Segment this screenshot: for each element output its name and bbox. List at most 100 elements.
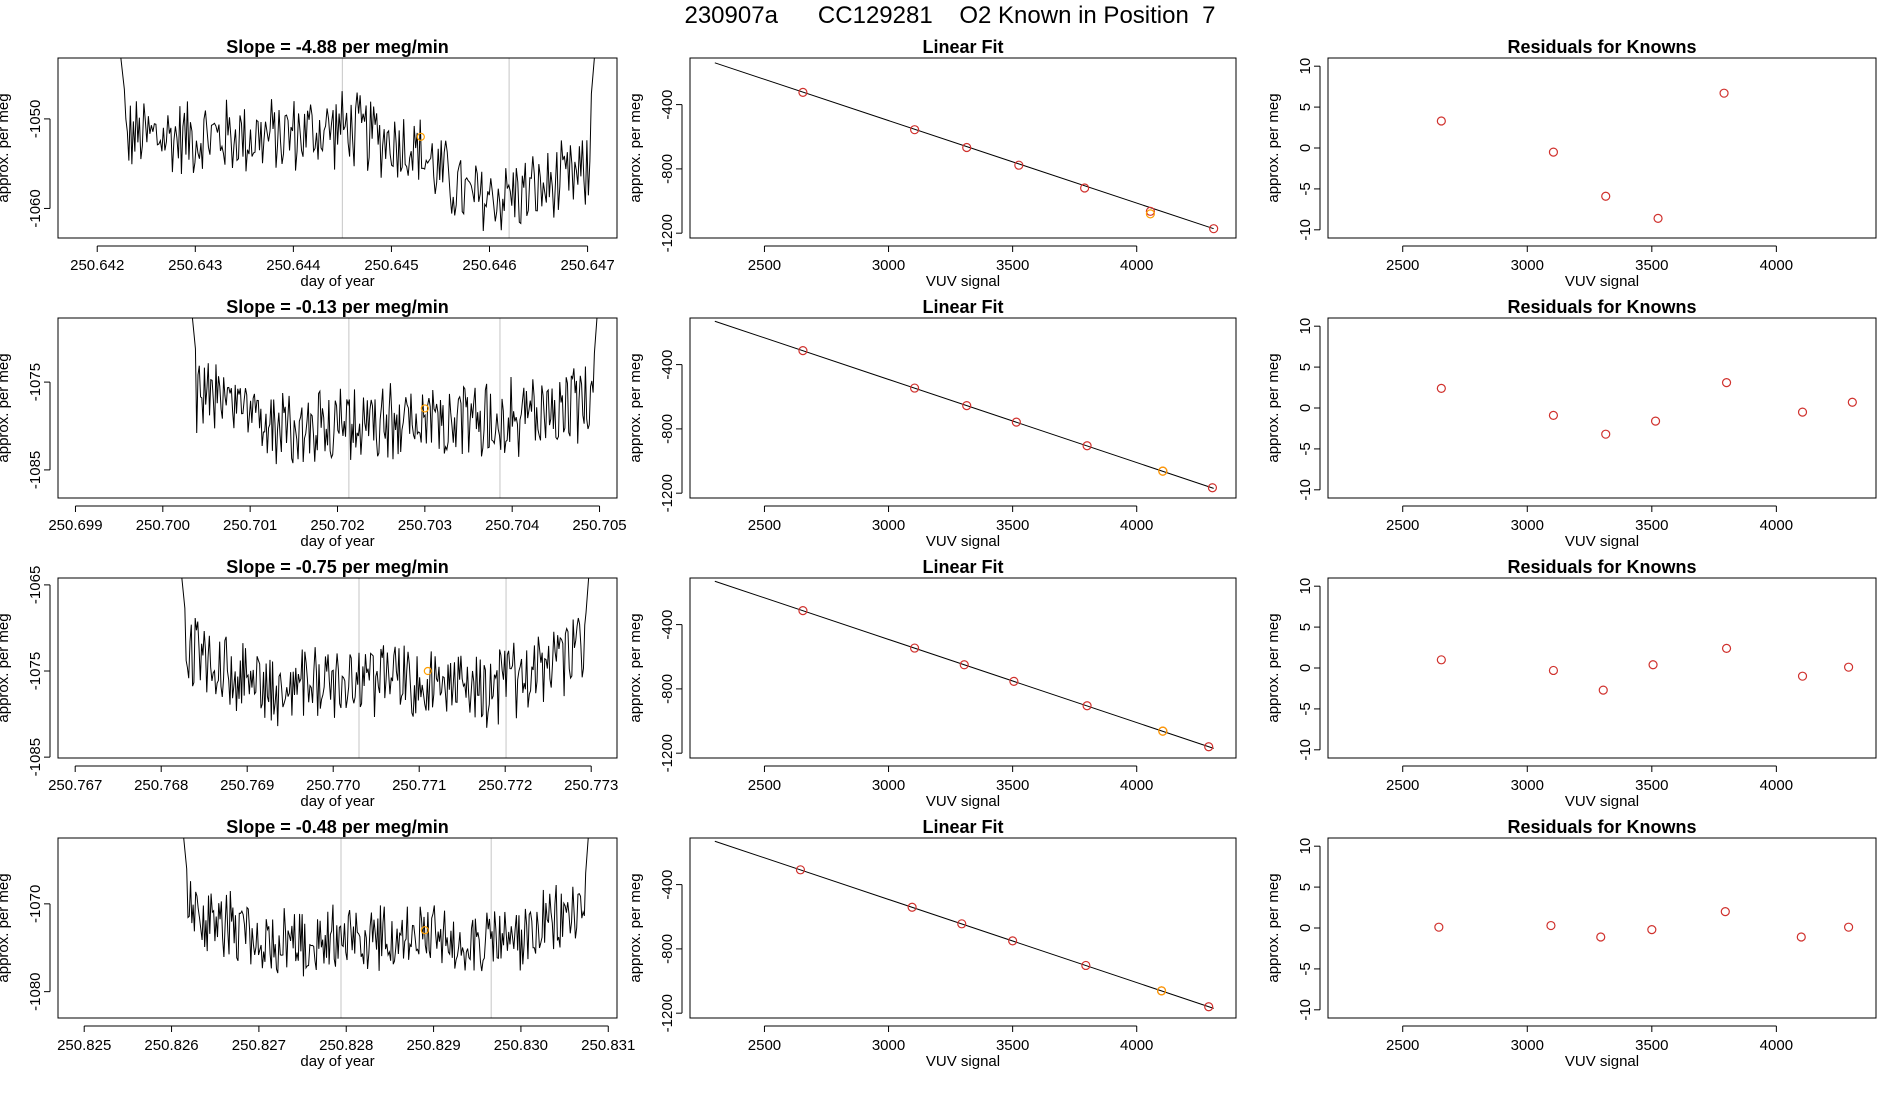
y-tick-label: -10 <box>1297 219 1314 241</box>
data-point <box>1145 206 1155 216</box>
chart-title: Linear Fit <box>922 37 1003 57</box>
plot-frame <box>689 837 1237 1019</box>
x-tick-label: 250.701 <box>223 517 277 534</box>
x-tick-label: 3500 <box>1635 1037 1668 1054</box>
x-axis-label: VUV signal <box>1565 273 1639 290</box>
highlight-point <box>1145 209 1155 219</box>
residual-point <box>1598 685 1608 695</box>
data-point <box>1082 701 1092 711</box>
x-axis-label: VUV signal <box>926 273 1000 290</box>
chart-title: Slope = -0.13 per meg/min <box>226 297 449 317</box>
data-point <box>798 346 808 356</box>
plot-area <box>191 318 598 498</box>
x-tick-label: 3000 <box>1511 257 1544 274</box>
plot-frame <box>1327 57 1877 239</box>
y-tick-label: -10 <box>1297 479 1314 501</box>
x-tick-label: 2500 <box>748 777 781 794</box>
chart-title: Slope = -0.48 per meg/min <box>226 817 449 837</box>
x-tick-label: 2500 <box>748 1037 781 1054</box>
plot-area <box>714 840 1214 1012</box>
x-tick-label: 250.829 <box>406 1037 460 1054</box>
chart-residuals-row-1: Residuals for Knowns 2500 3000 3500 4000 VUV … <box>1265 297 1877 550</box>
x-tick-label: 2500 <box>1386 517 1419 534</box>
y-tick-label: -800 <box>659 934 676 964</box>
chart-time_series-row-3: Slope = -0.48 per meg/min 250.825 250.826 2… <box>0 817 635 1070</box>
x-tick-label: 3500 <box>996 257 1029 274</box>
chart-time_series-row-2: Slope = -0.75 per meg/min 250.767 250.768 2… <box>0 557 618 810</box>
x-axis-label: day of year <box>300 1053 374 1070</box>
residual-point <box>1797 407 1808 417</box>
x-axis-label: VUV signal <box>1565 533 1639 550</box>
y-tick-label: -800 <box>659 414 676 444</box>
y-tick-label: -1050 <box>27 100 44 138</box>
y-tick-label: 0 <box>1297 664 1314 672</box>
x-tick-label: 4000 <box>1760 517 1793 534</box>
data-point <box>1008 936 1018 946</box>
plot-area <box>714 580 1214 752</box>
plot-area <box>714 320 1218 493</box>
data-point <box>798 606 808 616</box>
x-axis-label: VUV signal <box>1565 793 1639 810</box>
y-tick-label: 5 <box>1297 363 1314 371</box>
plot-frame <box>689 57 1237 239</box>
plot-area <box>183 838 589 1018</box>
plot-area <box>1436 378 1857 439</box>
y-tick-label: -10 <box>1297 999 1314 1021</box>
x-tick-label: 250.825 <box>57 1037 111 1054</box>
data-trace-line <box>120 58 595 231</box>
x-tick-label: 4000 <box>1120 517 1153 534</box>
data-point <box>1082 441 1092 451</box>
x-tick-label: 250.826 <box>144 1037 198 1054</box>
chart-title: Linear Fit <box>922 297 1003 317</box>
x-tick-label: 2500 <box>1386 257 1419 274</box>
y-tick-label: -5 <box>1297 442 1314 455</box>
x-tick-label: 4000 <box>1760 1037 1793 1054</box>
plot-area <box>120 58 595 238</box>
residual-point <box>1719 88 1729 98</box>
y-tick-label: 10 <box>1297 578 1314 595</box>
y-tick-label: -400 <box>659 610 676 640</box>
data-point <box>1014 160 1024 170</box>
x-tick-label: 250.703 <box>398 517 452 534</box>
data-point <box>1011 417 1021 427</box>
residual-point <box>1601 429 1611 439</box>
data-point <box>962 400 972 411</box>
y-tick-label: 5 <box>1297 103 1314 111</box>
x-tick-label: 250.768 <box>134 777 188 794</box>
highlight-point <box>420 926 429 935</box>
x-tick-label: 250.773 <box>564 777 618 794</box>
y-tick-label: -800 <box>659 154 676 184</box>
x-tick-label: 250.771 <box>392 777 446 794</box>
data-point <box>1009 676 1019 686</box>
x-tick-label: 4000 <box>1760 777 1793 794</box>
y-tick-label: -1065 <box>27 566 44 604</box>
fit-line <box>714 320 1214 489</box>
residual-point <box>1601 191 1611 201</box>
y-tick-label: 0 <box>1297 404 1314 412</box>
x-axis-label: VUV signal <box>926 793 1000 810</box>
y-axis-label: approx. per meg <box>1265 613 1282 722</box>
y-tick-label: -1060 <box>27 189 44 227</box>
highlight-point <box>1158 466 1168 476</box>
y-tick-label: -400 <box>659 350 676 380</box>
residual-point <box>1436 116 1446 126</box>
x-tick-label: 250.705 <box>572 517 626 534</box>
residual-point <box>1546 920 1556 931</box>
plot-frame <box>57 317 618 499</box>
y-tick-label: -1085 <box>27 451 44 489</box>
y-tick-label: 10 <box>1297 58 1314 75</box>
x-tick-label: 3000 <box>1511 517 1544 534</box>
plot-frame <box>1327 837 1877 1019</box>
x-tick-label: 2500 <box>1386 1037 1419 1054</box>
y-tick-label: -1075 <box>27 363 44 401</box>
plot-frame <box>689 317 1237 499</box>
residual-point <box>1436 383 1446 393</box>
y-tick-label: -5 <box>1297 182 1314 195</box>
chart-title: Residuals for Knowns <box>1507 817 1696 837</box>
y-tick-label: -1200 <box>659 214 676 252</box>
x-tick-label: 250.700 <box>136 517 190 534</box>
chart-time_series-row-1: Slope = -0.13 per meg/min 250.699 250.700 2… <box>0 297 627 550</box>
residual-point <box>1796 932 1806 942</box>
x-tick-label: 4000 <box>1120 1037 1153 1054</box>
y-tick-label: -10 <box>1297 739 1314 761</box>
